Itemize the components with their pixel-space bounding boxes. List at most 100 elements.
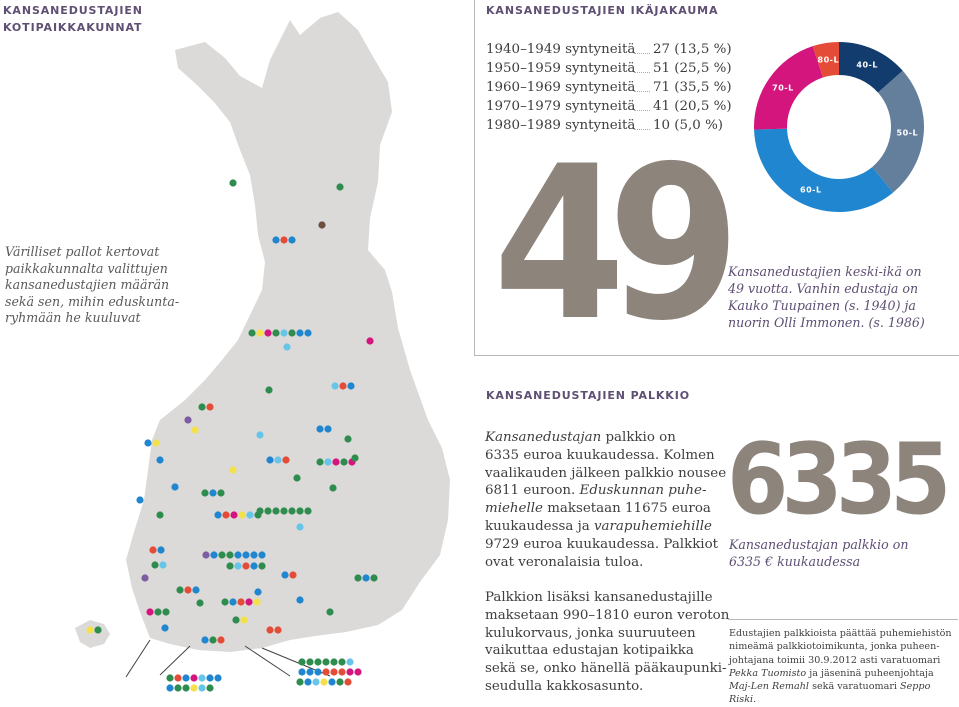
party-dot bbox=[214, 674, 222, 682]
party-dot bbox=[280, 507, 288, 515]
party-dot bbox=[289, 571, 297, 579]
party-dot bbox=[144, 439, 152, 447]
age-row: 1970–1979 syntyneitä 41 (20,5 %) bbox=[486, 99, 732, 114]
party-dot bbox=[331, 382, 339, 390]
party-dot bbox=[234, 562, 242, 570]
donut-segment-70-l bbox=[754, 46, 823, 130]
party-dot bbox=[314, 658, 322, 666]
party-dot bbox=[296, 329, 304, 337]
party-dot bbox=[166, 684, 174, 692]
pay-footnote: Edustajien palkkioista päättää puhemiehi… bbox=[729, 628, 952, 706]
party-dot bbox=[296, 507, 304, 515]
donut-segment-60-l bbox=[754, 128, 894, 212]
pay-big-caption: Kansanedustajan palkkio on 6335 € kuukau… bbox=[729, 537, 909, 569]
party-dot bbox=[152, 439, 160, 447]
party-dot bbox=[256, 431, 264, 439]
party-dot bbox=[264, 329, 272, 337]
party-dot bbox=[151, 561, 159, 569]
party-dot bbox=[229, 598, 237, 606]
party-dot bbox=[184, 416, 192, 424]
party-dot bbox=[234, 551, 242, 559]
party-dot bbox=[272, 236, 280, 244]
party-dot bbox=[246, 511, 254, 519]
party-dot bbox=[201, 489, 209, 497]
party-dot bbox=[253, 598, 261, 606]
party-dot bbox=[254, 588, 262, 596]
party-dot bbox=[161, 624, 169, 632]
aland-islands bbox=[75, 620, 110, 648]
party-dot bbox=[184, 586, 192, 594]
party-dot bbox=[272, 329, 280, 337]
party-dot bbox=[316, 425, 324, 433]
pay-big-number: 6335 bbox=[727, 423, 951, 537]
party-dot bbox=[154, 608, 162, 616]
pay-paragraph-2: Palkkion lisäksi kansanedustajille makse… bbox=[485, 590, 730, 694]
party-dot bbox=[222, 511, 230, 519]
party-dot bbox=[344, 435, 352, 443]
party-dot bbox=[366, 337, 374, 345]
map-shape bbox=[126, 12, 450, 652]
party-dot bbox=[280, 236, 288, 244]
party-dot bbox=[272, 507, 280, 515]
party-dot bbox=[274, 626, 282, 634]
party-dot bbox=[162, 608, 170, 616]
map-caption: Värilliset pallot kertovat paikkakunnalt… bbox=[5, 244, 180, 325]
party-dot bbox=[314, 668, 322, 676]
residence-header: KANSANEDUSTAJIEN KOTIPAIKKAKUNNAT bbox=[3, 4, 143, 34]
party-dot bbox=[198, 684, 206, 692]
party-dot bbox=[296, 523, 304, 531]
party-dot bbox=[320, 678, 328, 686]
party-dot bbox=[206, 674, 214, 682]
party-dot bbox=[293, 474, 301, 482]
party-dot bbox=[94, 626, 102, 634]
party-dot bbox=[174, 684, 182, 692]
party-dot bbox=[230, 511, 238, 519]
party-dot bbox=[221, 598, 229, 606]
party-dot bbox=[149, 546, 157, 554]
age-row: 1950–1959 syntyneitä 51 (25,5 %) bbox=[486, 61, 732, 76]
party-dot bbox=[266, 626, 274, 634]
party-dot bbox=[176, 586, 184, 594]
party-dot bbox=[206, 403, 214, 411]
donut-label-40-l: 40-L bbox=[856, 61, 878, 70]
party-dot bbox=[248, 329, 256, 337]
party-dot bbox=[266, 456, 274, 464]
party-dot bbox=[298, 668, 306, 676]
party-dot bbox=[281, 571, 289, 579]
party-dot bbox=[256, 329, 264, 337]
party-dot bbox=[362, 574, 370, 582]
party-dot bbox=[238, 511, 246, 519]
party-dot bbox=[329, 484, 337, 492]
party-dot bbox=[182, 684, 190, 692]
party-dot bbox=[288, 329, 296, 337]
party-dot bbox=[304, 507, 312, 515]
party-dot bbox=[250, 562, 258, 570]
footnote-divider bbox=[728, 619, 958, 620]
party-dot bbox=[229, 179, 237, 187]
party-dot bbox=[190, 684, 198, 692]
party-dot bbox=[296, 678, 304, 686]
party-dot bbox=[136, 496, 144, 504]
party-dot bbox=[159, 561, 167, 569]
age-row: 1940–1949 syntyneitä 27 (13,5 %) bbox=[486, 42, 732, 57]
donut-label-70-l: 70-L bbox=[772, 84, 794, 93]
party-dot bbox=[86, 626, 94, 634]
horizontal-divider bbox=[474, 355, 959, 356]
age-distribution-list: 1940–1949 syntyneitä 27 (13,5 %) 1950–195… bbox=[486, 42, 786, 137]
party-dot bbox=[324, 458, 332, 466]
party-dot bbox=[304, 678, 312, 686]
party-dot bbox=[258, 551, 266, 559]
party-dot bbox=[206, 684, 214, 692]
party-dot bbox=[182, 674, 190, 682]
age-header: KANSANEDUSTAJIEN IKÄJAKAUMA bbox=[486, 4, 719, 17]
party-dot bbox=[191, 426, 199, 434]
party-dot bbox=[344, 678, 352, 686]
party-dot bbox=[336, 678, 344, 686]
party-dot bbox=[330, 668, 338, 676]
party-dot bbox=[347, 382, 355, 390]
vertical-divider bbox=[474, 0, 475, 355]
party-dot bbox=[306, 658, 314, 666]
party-dot bbox=[250, 551, 258, 559]
party-dot bbox=[322, 668, 330, 676]
